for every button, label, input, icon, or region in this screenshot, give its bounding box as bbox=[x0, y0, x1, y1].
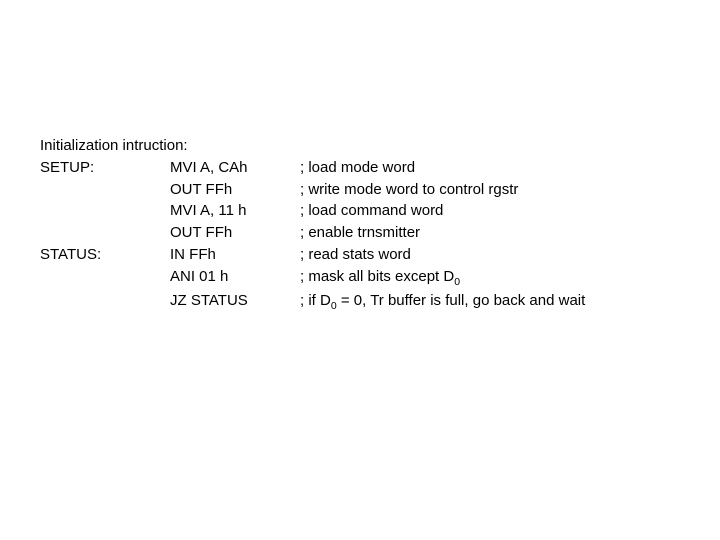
code-listing: Initialization intruction: SETUP: MVI A,… bbox=[0, 0, 720, 314]
comment-tail: = 0, Tr buffer is full, go back and wait bbox=[337, 292, 586, 309]
code-line: ANI 01 h ; mask all bits except D0 bbox=[40, 266, 720, 290]
instr-col: IN FFh bbox=[170, 244, 300, 266]
comment-col: ; load mode word bbox=[300, 157, 415, 179]
instr-col: OUT FFh bbox=[170, 179, 300, 201]
label-col bbox=[40, 266, 170, 290]
comment-col: ; mask all bits except D0 bbox=[300, 266, 460, 290]
comment-col: ; read stats word bbox=[300, 244, 411, 266]
comment-subscript: 0 bbox=[454, 276, 460, 288]
instr-col: OUT FFh bbox=[170, 222, 300, 244]
code-line: SETUP: MVI A, CAh ; load mode word bbox=[40, 157, 720, 179]
label-col bbox=[40, 222, 170, 244]
code-line: MVI A, 11 h ; load command word bbox=[40, 200, 720, 222]
comment-text: ; if D bbox=[300, 292, 331, 309]
comment-col: ; load command word bbox=[300, 200, 443, 222]
instr-col: MVI A, CAh bbox=[170, 157, 300, 179]
listing-title: Initialization intruction: bbox=[40, 135, 720, 157]
comment-col: ; enable trnsmitter bbox=[300, 222, 420, 244]
label-col bbox=[40, 290, 170, 314]
label-col bbox=[40, 200, 170, 222]
comment-text: ; mask all bits except D bbox=[300, 268, 454, 285]
label-col: STATUS: bbox=[40, 244, 170, 266]
instr-col: MVI A, 11 h bbox=[170, 200, 300, 222]
code-line: OUT FFh ; enable trnsmitter bbox=[40, 222, 720, 244]
label-col: SETUP: bbox=[40, 157, 170, 179]
comment-col: ; write mode word to control rgstr bbox=[300, 179, 518, 201]
instr-col: ANI 01 h bbox=[170, 266, 300, 290]
code-line: STATUS: IN FFh ; read stats word bbox=[40, 244, 720, 266]
label-col bbox=[40, 179, 170, 201]
instr-col: JZ STATUS bbox=[170, 290, 300, 314]
code-line: OUT FFh ; write mode word to control rgs… bbox=[40, 179, 720, 201]
code-line: JZ STATUS ; if D0 = 0, Tr buffer is full… bbox=[40, 290, 720, 314]
comment-col: ; if D0 = 0, Tr buffer is full, go back … bbox=[300, 290, 585, 314]
